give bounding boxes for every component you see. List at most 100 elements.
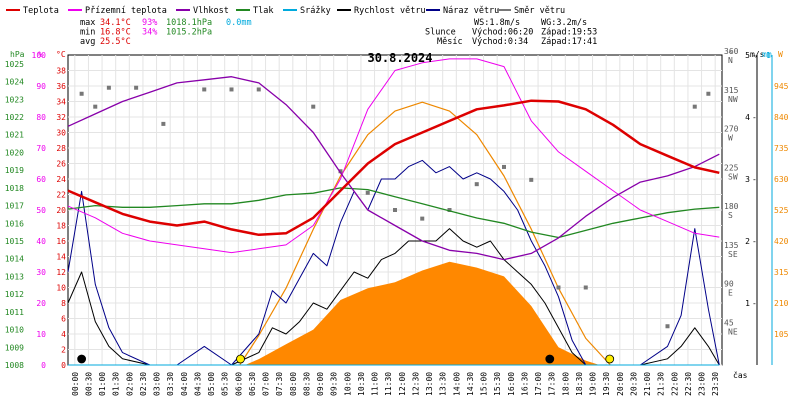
wind-dir-point xyxy=(229,87,234,92)
celsius-axis-title: °C xyxy=(56,50,66,59)
temperature-line xyxy=(67,99,720,237)
wind-gust-stat: WG:3.2m/s xyxy=(541,18,587,28)
legend-label: Tlak xyxy=(253,6,273,16)
time-tick: 14:30 xyxy=(466,372,475,396)
stat-temp: 16.8°C xyxy=(100,28,131,38)
time-tick: 07:30 xyxy=(275,372,284,396)
wind-tick: 4 xyxy=(745,113,750,122)
stat-label: min xyxy=(80,28,95,38)
direction-compass: N xyxy=(728,56,733,65)
time-tick: 13:00 xyxy=(425,372,434,396)
solar-axis-title: W xyxy=(778,50,783,59)
wind-dir-point xyxy=(706,91,711,96)
celsius-tick: 16 xyxy=(56,237,66,246)
celsius-tick: 20 xyxy=(56,206,66,215)
wind-dir-point xyxy=(556,285,561,290)
time-tick: 12:00 xyxy=(398,372,407,396)
stat-hum: 34% xyxy=(142,28,157,38)
celsius-tick: 34 xyxy=(56,98,66,107)
hpa-tick: 1024 xyxy=(5,78,24,87)
time-tick: 20:30 xyxy=(629,372,638,396)
chart-title: 30.8.2024 xyxy=(367,51,432,65)
wind-dir-point xyxy=(256,87,261,92)
time-tick: 22:30 xyxy=(684,372,693,396)
time-tick: 17:00 xyxy=(534,372,543,396)
wind-dir-point xyxy=(529,177,534,182)
stat-press: 1015.2hPa xyxy=(166,28,212,38)
time-tick: 19:30 xyxy=(602,372,611,396)
legend-label: Přízemní teplota xyxy=(85,6,167,16)
hpa-tick: 1017 xyxy=(5,202,24,211)
time-tick: 11:00 xyxy=(371,372,380,396)
moon-marker xyxy=(545,354,555,364)
celsius-tick: 0 xyxy=(61,361,66,370)
celsius-tick: 32 xyxy=(56,113,66,122)
legend-label: Teplota xyxy=(23,6,59,16)
time-tick: 23:00 xyxy=(698,372,707,396)
celsius-tick: 28 xyxy=(56,144,66,153)
legend-label: Směr větru xyxy=(514,6,565,16)
wind-dir-point xyxy=(583,285,588,290)
humidity-line xyxy=(67,76,720,261)
legend-label: Náraz větru xyxy=(443,6,499,16)
percent-tick: 100 xyxy=(32,51,47,60)
solar-tick: 945 xyxy=(774,82,789,91)
percent-tick: 10 xyxy=(36,330,46,339)
percent-tick: 40 xyxy=(36,237,46,246)
direction-tick: 90 xyxy=(724,280,734,289)
wind-speed-stat: WS:1.8m/s xyxy=(474,18,520,28)
rain-tick: 1 xyxy=(766,51,771,60)
celsius-tick: 8 xyxy=(61,299,66,308)
stat-hum: 93% xyxy=(142,18,157,28)
direction-tick: 225 xyxy=(724,163,739,172)
solar-tick: 210 xyxy=(774,299,789,308)
wind-tick: 2 xyxy=(745,237,750,246)
time-tick: 03:00 xyxy=(153,372,162,396)
celsius-tick: 24 xyxy=(56,175,66,184)
percent-tick: 30 xyxy=(36,268,46,277)
plot-area xyxy=(67,54,723,366)
time-tick: 21:00 xyxy=(643,372,652,396)
time-tick: 08:30 xyxy=(302,372,311,396)
wind-dir-point xyxy=(502,164,506,169)
sun-rise: Východ:06:20 xyxy=(472,28,533,38)
hpa-tick: 1011 xyxy=(5,308,24,317)
wind-tick-mark: - xyxy=(752,299,757,308)
stat-press: 1018.1hPa xyxy=(166,18,212,28)
time-tick: 14:00 xyxy=(452,372,461,396)
direction-tick: 270 xyxy=(724,125,739,134)
hpa-tick: 1020 xyxy=(5,148,24,157)
celsius-tick: 10 xyxy=(56,284,66,293)
direction-compass: S xyxy=(728,211,733,220)
wind-dir-point xyxy=(420,216,425,221)
legend-label: Rychlost větru xyxy=(354,6,426,16)
ground-temp-line xyxy=(67,58,720,254)
hpa-tick: 1014 xyxy=(5,255,24,264)
percent-tick: 60 xyxy=(36,175,46,184)
time-tick: 13:30 xyxy=(439,372,448,396)
hpa-tick: 1021 xyxy=(5,131,24,140)
wind-dir-point xyxy=(692,104,697,109)
sun-marker xyxy=(236,354,245,364)
hpa-axis-title: hPa xyxy=(10,50,25,59)
time-tick: 17:30 xyxy=(548,372,557,396)
direction-tick: 180 xyxy=(724,202,739,211)
time-tick: 06:30 xyxy=(248,372,257,396)
time-tick: 09:30 xyxy=(330,372,339,396)
hpa-tick: 1018 xyxy=(5,184,24,193)
time-tick: 23:30 xyxy=(711,372,720,396)
time-tick: 12:30 xyxy=(411,372,420,396)
direction-compass: NW xyxy=(728,95,738,104)
wind-tick-mark: - xyxy=(752,237,757,246)
solar-tick: 735 xyxy=(774,144,789,153)
direction-compass: E xyxy=(728,289,733,298)
wind-dir-point xyxy=(338,169,343,174)
solar-tick: 840 xyxy=(774,113,789,122)
percent-tick: 20 xyxy=(36,299,46,308)
solar-clear-line xyxy=(239,101,611,366)
hpa-tick: 1013 xyxy=(5,272,24,281)
hpa-tick: 1012 xyxy=(5,290,24,299)
time-tick: 18:00 xyxy=(561,372,570,396)
wind-tick-mark: - xyxy=(752,51,757,60)
